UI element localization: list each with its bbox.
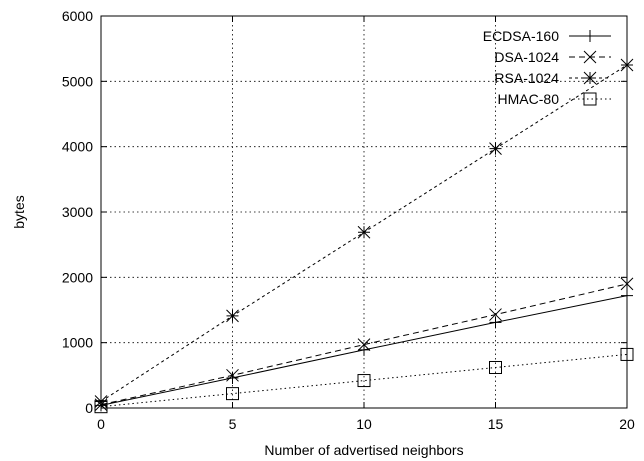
data-point: [357, 225, 371, 239]
legend: ECDSA-160 DSA-1024 RSA-1024 HMAC-80: [483, 28, 611, 107]
data-point: [357, 374, 371, 388]
y-tick-label: 2000: [62, 269, 93, 285]
y-tick-label: 0: [85, 400, 93, 416]
legend-swatch-marker: [583, 71, 597, 85]
x-tick-label: 0: [97, 416, 105, 432]
data-point: [357, 338, 371, 351]
y-tick-label: 6000: [62, 8, 93, 24]
x-axis-label: Number of advertised neighbors: [264, 442, 463, 458]
legend-item: DSA-1024: [494, 49, 611, 65]
x-tick-label: 15: [488, 416, 504, 432]
legend-item: RSA-1024: [494, 70, 611, 86]
y-axis-label: bytes: [11, 195, 27, 228]
legend-swatch-marker: [584, 30, 596, 42]
legend-label: DSA-1024: [494, 49, 559, 65]
y-tick-label: 4000: [62, 139, 93, 155]
data-point: [489, 360, 502, 374]
data-point: [489, 308, 502, 321]
data-point: [226, 309, 239, 323]
legend-label: HMAC-80: [498, 91, 560, 107]
legend-label: ECDSA-160: [483, 28, 559, 44]
x-tick-label: 5: [229, 416, 237, 432]
data-point: [358, 343, 370, 356]
y-tick-label: 5000: [62, 73, 93, 89]
legend-item: HMAC-80: [498, 91, 611, 107]
legend-swatch-marker: [583, 50, 597, 64]
y-tick-label: 3000: [62, 204, 93, 220]
data-point: [226, 368, 239, 382]
data-point: [226, 387, 239, 401]
series-layer: [94, 58, 634, 414]
data-point: [226, 371, 239, 384]
x-tick-label: 10: [356, 416, 372, 432]
legend-swatch-marker: [583, 92, 597, 106]
x-tick-label: 20: [619, 416, 635, 432]
series-ecdsa-160: [95, 289, 633, 412]
ticks: 0 1000 2000 3000 4000 5000 6000 0 5 10 15 20: [62, 8, 635, 432]
data-point: [489, 316, 502, 329]
legend-item: ECDSA-160: [483, 28, 611, 44]
y-tick-label: 1000: [62, 335, 93, 351]
data-point: [489, 142, 502, 155]
legend-label: RSA-1024: [494, 70, 559, 86]
